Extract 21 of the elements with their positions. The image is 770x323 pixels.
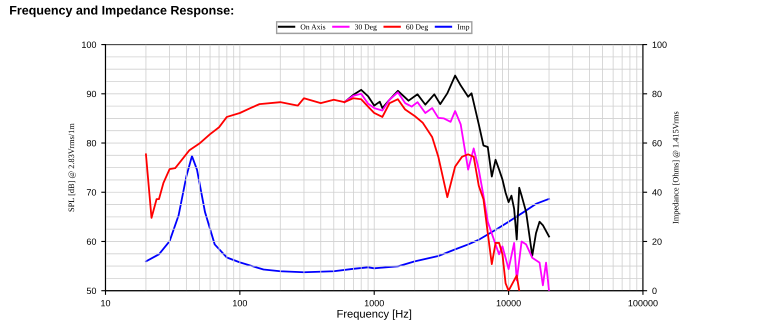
x-tick-label: 10	[101, 300, 110, 306]
y-tick-label: 80	[86, 140, 96, 146]
x-tick-label: 100000	[628, 300, 658, 306]
y2-axis-title: Impedance [Ohms] @ 1.415Vrms	[672, 112, 680, 224]
x-tick-label: 10000	[496, 300, 521, 306]
x-tick-label: 100	[233, 300, 248, 306]
y2-tick-label: 60	[652, 140, 662, 146]
y2-tick-label: 20	[652, 238, 662, 245]
y2-tick-label: 100	[652, 42, 667, 48]
y-tick-label: 50	[86, 288, 96, 294]
y-tick-label: 100	[82, 42, 96, 48]
y-tick-label: 70	[86, 189, 96, 196]
y-tick-label: 60	[86, 238, 96, 245]
y2-tick-label: 0	[652, 288, 657, 294]
y-axis-title: SPL [dB] @ 2.83Vrms/1m	[68, 123, 76, 212]
x-tick-label: 1000	[364, 300, 384, 306]
y-tick-label: 90	[86, 90, 96, 98]
y2-tick-label: 40	[652, 189, 662, 196]
x-axis-title: Frequency [Hz]	[337, 310, 412, 320]
chart-title: Frequency and Impedance Response:	[10, 5, 234, 18]
y2-tick-label: 80	[652, 90, 662, 98]
